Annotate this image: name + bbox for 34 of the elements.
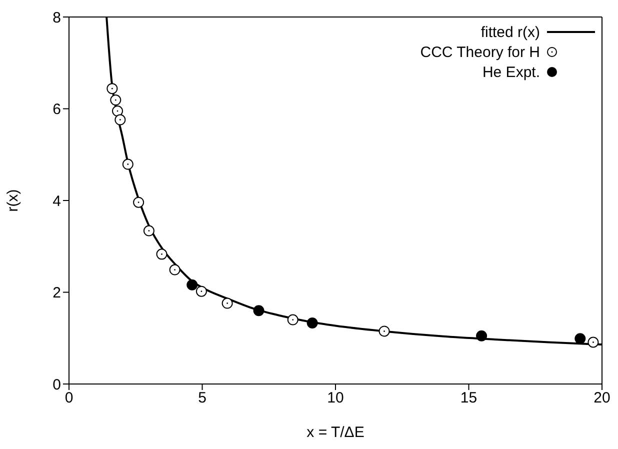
point [287,314,298,326]
y-tick-label: 2 [52,284,61,302]
point [112,106,124,117]
point [186,279,198,290]
legend-label: fitted r(x) [480,24,540,40]
legend-label: He Expt. [482,64,540,80]
point [378,326,390,337]
point [114,114,126,126]
point [122,158,134,170]
legend-label: CCC Theory for H [420,44,540,60]
point [156,248,168,260]
x-tick-label: 5 [198,390,206,407]
point [143,225,154,236]
point [110,94,122,106]
y-tick-label: 4 [52,192,61,210]
x-axis-title: x = T/ΔE [306,424,364,441]
y-tick-label: 0 [52,376,61,394]
y-axis-title: r(x) [4,189,22,212]
point [222,298,233,309]
point [574,333,586,344]
x-tick-label: 10 [327,390,344,407]
point [253,305,264,316]
point [169,264,180,276]
y-tick-label: 8 [52,9,61,26]
point [306,317,318,328]
point [133,196,144,208]
point [588,336,599,348]
x-tick-label: 15 [460,390,478,407]
x-tick-label: 20 [594,390,610,407]
point [476,330,488,342]
point [106,83,118,94]
y-tick-label: 6 [52,101,61,118]
point [196,286,207,297]
x-tick-label: 0 [64,390,74,407]
